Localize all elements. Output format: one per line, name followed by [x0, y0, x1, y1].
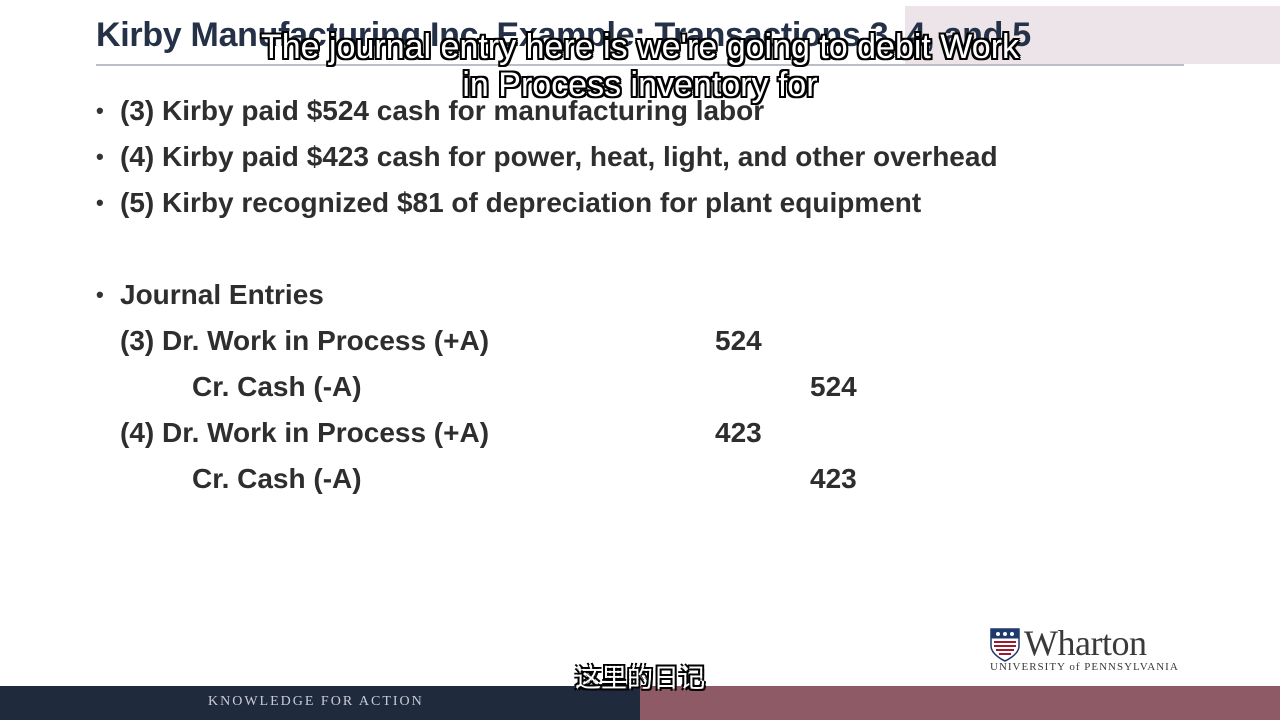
- journal-account: (3) Dr. Work in Process (+A): [120, 325, 490, 356]
- journal-amount: 423: [810, 463, 857, 494]
- english-subtitle: The journal entry here is we're going to…: [260, 28, 1020, 104]
- journal-account: Cr. Cash (-A): [192, 371, 362, 402]
- journal-amount: 423: [715, 417, 762, 448]
- journal-account: Cr. Cash (-A): [192, 463, 362, 494]
- footer-bar-left: KNOWLEDGE FOR ACTION: [0, 686, 640, 720]
- logo-subtitle: UNIVERSITY of PENNSYLVANIA: [990, 661, 1179, 673]
- journal-amount: 524: [715, 325, 762, 356]
- journal-row: (3) Dr. Work in Process (+A) 524: [0, 318, 1280, 364]
- journal-heading-label: Journal Entries: [120, 279, 324, 310]
- journal-row: Cr. Cash (-A) 423: [0, 456, 1280, 502]
- list-item: • (3) Kirby paid $524 cash for manufactu…: [96, 88, 998, 134]
- transaction-4-text: (4) Kirby paid $423 cash for power, heat…: [120, 141, 998, 172]
- title-divider: [96, 64, 1184, 66]
- transaction-3-text: (3) Kirby paid $524 cash for manufacturi…: [120, 95, 765, 126]
- list-item: • (4) Kirby paid $423 cash for power, he…: [96, 134, 998, 180]
- journal-row: Cr. Cash (-A) 524: [0, 364, 1280, 410]
- journal-amount: 524: [810, 371, 857, 402]
- journal-entries: (3) Dr. Work in Process (+A) 524 Cr. Cas…: [0, 318, 1280, 502]
- title-accent-band: [905, 6, 1280, 64]
- list-item: • (5) Kirby recognized $81 of depreciati…: [96, 180, 998, 226]
- slide-title: Kirby Manufacturing Inc. Example: Transa…: [96, 16, 1031, 54]
- journal-row: (4) Dr. Work in Process (+A) 423: [0, 410, 1280, 456]
- penn-shield-icon: [990, 628, 1020, 662]
- footer-tagline: KNOWLEDGE FOR ACTION: [208, 694, 424, 709]
- journal-account: (4) Dr. Work in Process (+A): [120, 417, 490, 448]
- bullet-icon: •: [96, 282, 104, 307]
- logo-wordmark: Wharton: [1024, 623, 1147, 663]
- journal-heading: • Journal Entries: [96, 272, 324, 318]
- footer-bar-right: [640, 686, 1280, 720]
- bullet-icon: •: [96, 98, 104, 123]
- transaction-list: • (3) Kirby paid $524 cash for manufactu…: [96, 88, 998, 226]
- chinese-subtitle: 这里的日记: [574, 664, 705, 694]
- bullet-icon: •: [96, 144, 104, 169]
- bullet-icon: •: [96, 190, 104, 215]
- wharton-logo: Wharton UNIVERSITY of PENNSYLVANIA: [988, 623, 1198, 676]
- transaction-5-text: (5) Kirby recognized $81 of depreciation…: [120, 187, 922, 218]
